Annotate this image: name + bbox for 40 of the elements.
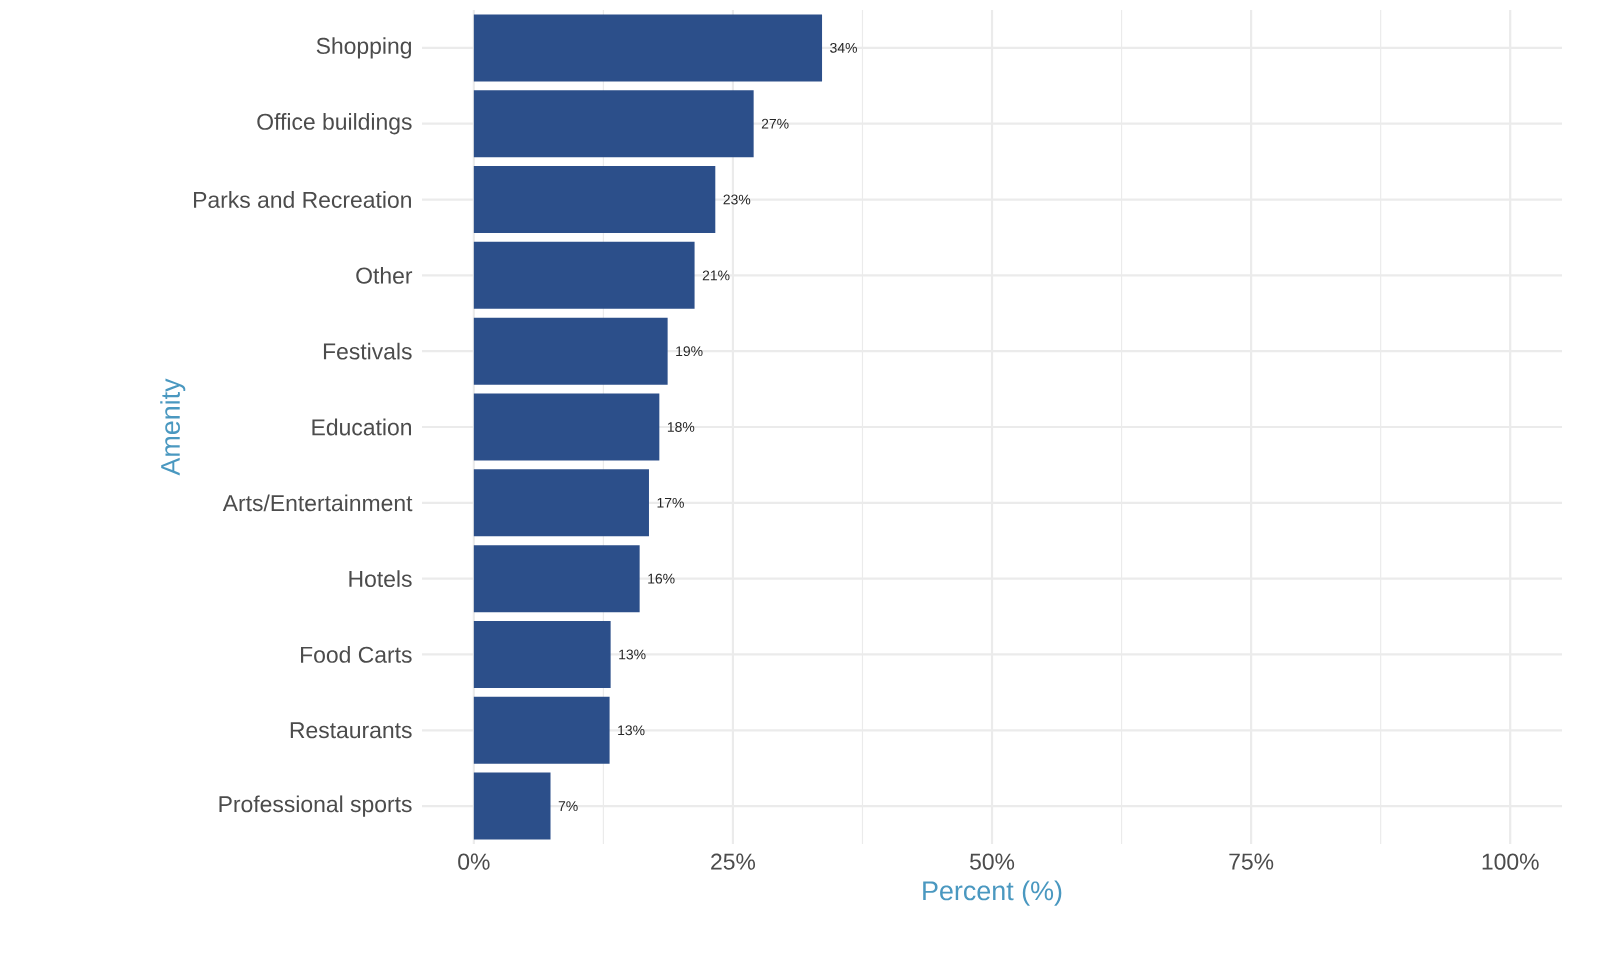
bar xyxy=(473,469,649,537)
bar xyxy=(473,14,823,82)
x-tick-label: 100% xyxy=(1482,853,1539,870)
bar xyxy=(473,696,610,764)
data-label: 16% xyxy=(648,573,675,584)
y-tick-label: Parks and Recreation xyxy=(194,191,411,208)
data-label: 7% xyxy=(558,801,578,811)
data-label: 17% xyxy=(657,497,684,508)
y-tick-label: Shopping xyxy=(316,37,411,59)
x-tick-label: 50% xyxy=(970,853,1015,870)
bar xyxy=(473,545,640,613)
bar xyxy=(473,620,611,688)
x-tick-label: 25% xyxy=(711,853,756,870)
data-label: 18% xyxy=(667,422,695,432)
data-label: 21% xyxy=(702,270,730,281)
bar xyxy=(473,393,660,461)
y-tick-label: Hotels xyxy=(349,570,412,588)
y-tick-label: Education xyxy=(312,418,411,436)
data-label: 34% xyxy=(830,42,857,53)
data-label: 19% xyxy=(676,346,703,357)
bar xyxy=(473,166,716,234)
x-tick-label: 75% xyxy=(1229,853,1274,870)
y-tick-label: Other xyxy=(356,266,413,284)
y-tick-label: Arts/Entertainment xyxy=(222,494,413,512)
x-tick-label: 0% xyxy=(458,853,490,870)
y-tick-label: Restaurants xyxy=(290,722,412,739)
y-tick-label: Food Carts xyxy=(301,646,412,663)
data-label: 13% xyxy=(619,649,646,660)
y-tick-label: Office buildings xyxy=(257,113,412,135)
data-label: 13% xyxy=(618,725,645,736)
bar xyxy=(473,772,551,840)
bar xyxy=(473,317,668,385)
x-axis-title: Percent (%) xyxy=(923,880,1062,906)
y-axis-title: Amenity xyxy=(160,378,186,476)
data-label: 23% xyxy=(723,194,751,205)
y-tick-label: Festivals xyxy=(323,342,412,360)
bar xyxy=(473,241,695,309)
data-label: 27% xyxy=(761,118,789,129)
y-tick-label: Professional sports xyxy=(219,795,412,817)
bar xyxy=(473,90,754,158)
